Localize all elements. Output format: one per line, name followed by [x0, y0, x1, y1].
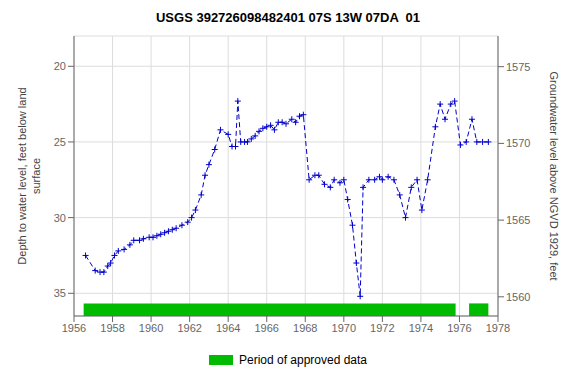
- svg-text:Depth to water level, feet bel: Depth to water level, feet below landsur…: [16, 87, 42, 264]
- svg-text:1560: 1560: [506, 291, 530, 303]
- svg-text:1570: 1570: [506, 137, 530, 149]
- svg-text:1974: 1974: [409, 322, 433, 334]
- svg-text:1958: 1958: [100, 322, 124, 334]
- html-text:Period of approved data: Period of approved data: [239, 353, 367, 367]
- svg-text:20: 20: [54, 60, 66, 72]
- svg-text:35: 35: [54, 287, 66, 299]
- svg-text:25: 25: [54, 136, 66, 148]
- svg-text:1575: 1575: [506, 61, 530, 73]
- svg-text:1966: 1966: [254, 322, 278, 334]
- svg-text:1970: 1970: [332, 322, 356, 334]
- svg-text:Groundwater level above NGVD 1: Groundwater level above NGVD 1929, feet: [548, 71, 560, 280]
- svg-text:1968: 1968: [293, 322, 317, 334]
- svg-text:1956: 1956: [62, 322, 86, 334]
- svg-text:30: 30: [54, 212, 66, 224]
- html-text:USGS 392726098482401 07S 13W 0: USGS 392726098482401 07S 13W 07DA 01: [156, 10, 420, 25]
- svg-text:1976: 1976: [447, 322, 471, 334]
- svg-text:1565: 1565: [506, 214, 530, 226]
- svg-text:1960: 1960: [139, 322, 163, 334]
- svg-text:1962: 1962: [177, 322, 201, 334]
- svg-text:1972: 1972: [370, 322, 394, 334]
- svg-text:1978: 1978: [486, 322, 510, 334]
- svg-text:1964: 1964: [216, 322, 240, 334]
